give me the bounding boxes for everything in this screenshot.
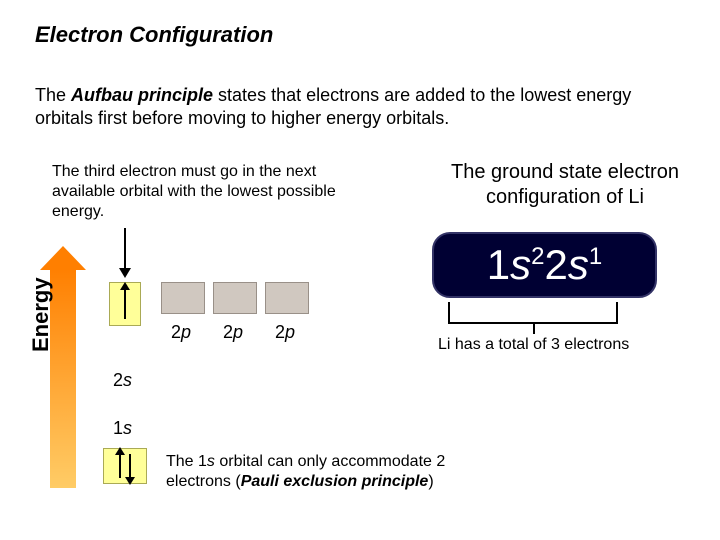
orb: s [123, 418, 132, 438]
pauli-note: The 1s orbital can only accommodate 2 el… [166, 452, 506, 492]
label-2p-3: 2p [275, 322, 295, 343]
cfg-2s-sup: 1 [589, 243, 602, 270]
bracket-note: Li has a total of 3 electrons [438, 336, 698, 354]
electron-config-box: 1s22s1 [432, 232, 657, 298]
orbital-2p-2 [213, 282, 257, 314]
orb: p [181, 322, 191, 342]
page-title: Electron Configuration [35, 22, 273, 48]
cfg-1s-n: 1 [487, 241, 510, 288]
n: 2 [171, 322, 181, 342]
cfg-2s-n: 2 [545, 241, 568, 288]
ground-state-label: The ground state electron configuration … [440, 160, 690, 210]
label-2s: 2s [113, 370, 132, 391]
orb: p [233, 322, 243, 342]
n: 1 [113, 418, 123, 438]
pauli-emph: Pauli exclusion principle [241, 473, 429, 490]
electron-up-icon [119, 454, 121, 478]
intro-pre: The [35, 85, 71, 105]
label-2p-1: 2p [171, 322, 191, 343]
electron-down-icon [129, 454, 131, 478]
electron-up-icon [124, 289, 126, 319]
third-electron-note: The third electron must go in the next a… [52, 162, 352, 222]
intro-emph: Aufbau principle [71, 85, 213, 105]
cfg-1s-orb: s [510, 241, 531, 288]
orbital-2p-3 [265, 282, 309, 314]
label-2p-2: 2p [223, 322, 243, 343]
cfg-1s-sup: 2 [531, 243, 544, 270]
orbital-2s [109, 282, 141, 326]
pointer-arrow-icon [124, 228, 126, 270]
label-1s: 1s [113, 418, 132, 439]
cfg-2s-orb: s [568, 241, 589, 288]
orbital-2p-1 [161, 282, 205, 314]
n: 2 [113, 370, 123, 390]
energy-axis-label: Energy [28, 277, 54, 352]
orb: s [123, 370, 132, 390]
pauli-post: ) [428, 473, 433, 490]
intro-text: The Aufbau principle states that electro… [35, 84, 675, 131]
sum-bracket [448, 302, 618, 324]
pauli-orb: s [207, 453, 215, 470]
n: 2 [275, 322, 285, 342]
n: 2 [223, 322, 233, 342]
pauli-pre: The 1 [166, 453, 207, 470]
orbital-1s [103, 448, 147, 484]
orb: p [285, 322, 295, 342]
